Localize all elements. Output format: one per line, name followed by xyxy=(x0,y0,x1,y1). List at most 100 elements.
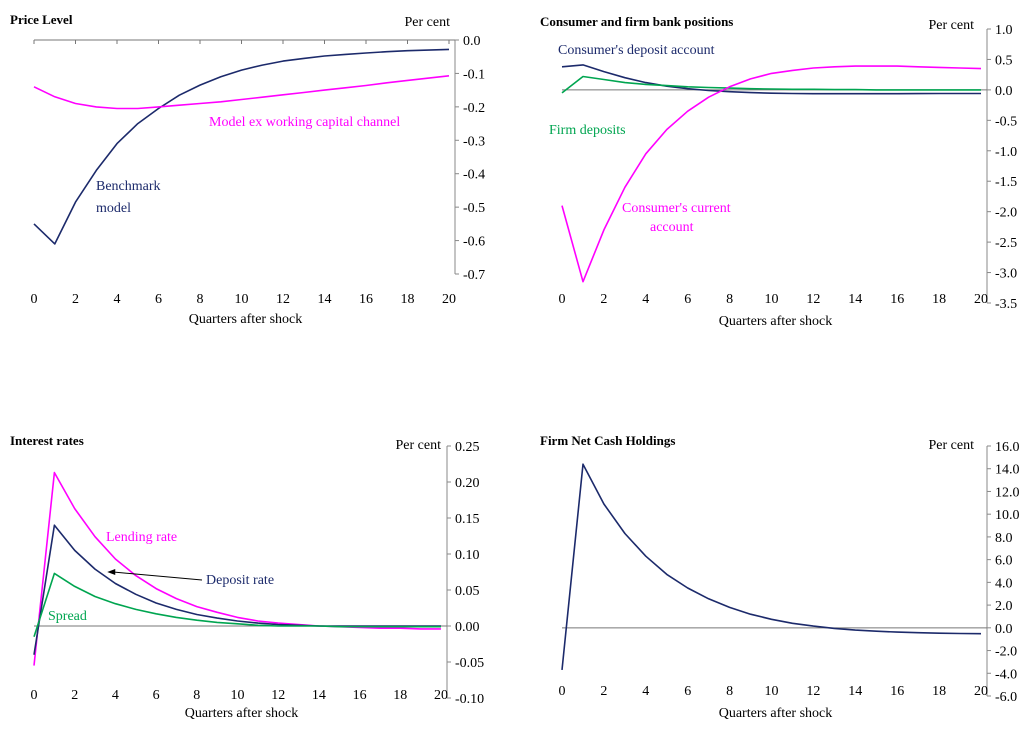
x-tick-label: 14 xyxy=(312,688,326,703)
series-annotation: Model ex working capital channel xyxy=(209,115,400,130)
x-tick-label: 10 xyxy=(235,292,249,307)
annotation-arrowhead xyxy=(107,569,116,575)
x-tick-label: 2 xyxy=(71,688,78,703)
y-tick-label: 0.05 xyxy=(455,584,480,599)
y-tick-label: 0.20 xyxy=(455,476,480,491)
y-tick-label: -2.0 xyxy=(995,206,1017,221)
x-tick-label: 4 xyxy=(114,292,121,307)
y-tick-label: -0.7 xyxy=(463,268,485,283)
series-line-2 xyxy=(33,524,441,655)
y-tick-label: 0.0 xyxy=(995,622,1013,637)
series-line-1 xyxy=(561,64,981,95)
x-tick-label: 4 xyxy=(642,292,649,307)
x-tick-label: 0 xyxy=(559,684,566,699)
x-tick-label: 2 xyxy=(600,292,607,307)
y-tick-label: -0.5 xyxy=(463,201,485,216)
x-tick-label: 20 xyxy=(974,292,988,307)
y-tick-label: 12.0 xyxy=(995,485,1020,500)
series-annotation: Lending rate xyxy=(106,530,177,545)
y-tick-label: 0.00 xyxy=(455,620,480,635)
y-tick-label: 0.0 xyxy=(463,34,481,49)
x-tick-label: 10 xyxy=(765,684,779,699)
x-tick-label: 20 xyxy=(974,684,988,699)
x-tick-label: 6 xyxy=(155,292,162,307)
y-tick-label: 6.0 xyxy=(995,554,1013,569)
x-tick-label: 16 xyxy=(353,688,367,703)
x-tick-label: 16 xyxy=(359,292,373,307)
y-tick-label: -0.6 xyxy=(463,235,485,250)
x-axis-label: Quarters after shock xyxy=(719,706,833,721)
x-tick-label: 0 xyxy=(559,292,566,307)
x-tick-label: 6 xyxy=(684,684,691,699)
y-tick-label: -1.0 xyxy=(995,145,1017,160)
series-line-1 xyxy=(561,463,982,670)
x-tick-label: 14 xyxy=(848,292,862,307)
y-tick-label: 0.25 xyxy=(455,440,480,455)
chart-panel-1: Price Level Per cent 0.0 -0.1 -0.2 -0.3 -0.4 -0… xyxy=(10,12,485,327)
series-annotation: Spread xyxy=(48,609,87,624)
chart-panel-2: Consumer and firm bank positions Per cent… xyxy=(540,14,1017,329)
x-tick-label: 12 xyxy=(276,292,290,307)
series-annotation: account xyxy=(650,220,694,235)
x-axis-label: Quarters after shock xyxy=(719,314,833,329)
y-tick-label: 0.5 xyxy=(995,53,1013,68)
annotation-arrow xyxy=(113,571,203,581)
series-annotation: model xyxy=(96,201,131,216)
y-tick-label: -0.2 xyxy=(463,101,485,116)
x-tick-label: 2 xyxy=(600,684,607,699)
x-tick-label: 2 xyxy=(72,292,79,307)
x-tick-label: 4 xyxy=(642,684,649,699)
x-tick-label: 18 xyxy=(401,292,415,307)
x-tick-label: 20 xyxy=(442,292,456,307)
chart-title: Firm Net Cash Holdings xyxy=(540,433,675,448)
x-tick-label: 10 xyxy=(231,688,245,703)
unit-label: Per cent xyxy=(929,438,975,453)
series-line-3 xyxy=(33,572,441,638)
series-line-2 xyxy=(561,75,981,94)
y-tick-label: -0.4 xyxy=(463,168,485,183)
x-tick-label: 8 xyxy=(197,292,204,307)
y-tick-label: 10.0 xyxy=(995,508,1020,523)
x-tick-label: 12 xyxy=(271,688,285,703)
x-tick-label: 6 xyxy=(684,292,691,307)
x-tick-label: 6 xyxy=(153,688,160,703)
series-line-3 xyxy=(561,65,982,283)
y-tick-label: 8.0 xyxy=(995,531,1013,546)
x-axis-label: Quarters after shock xyxy=(189,312,303,327)
x-tick-label: 8 xyxy=(726,292,733,307)
series-annotation: Deposit rate xyxy=(206,573,274,588)
x-tick-label: 20 xyxy=(434,688,448,703)
x-tick-label: 8 xyxy=(193,688,200,703)
y-tick-label: -2.0 xyxy=(995,645,1017,660)
y-tick-label: 0.15 xyxy=(455,512,480,527)
y-tick-label: -0.5 xyxy=(995,114,1017,129)
y-tick-label: 4.0 xyxy=(995,576,1013,591)
y-tick-label: 2.0 xyxy=(995,599,1013,614)
series-line-1 xyxy=(33,471,441,666)
y-tick-label: -0.3 xyxy=(463,134,485,149)
y-tick-label: -0.1 xyxy=(463,67,485,82)
x-tick-label: 14 xyxy=(318,292,332,307)
x-tick-label: 16 xyxy=(890,292,904,307)
y-tick-label: 1.0 xyxy=(995,23,1013,38)
y-tick-label: -3.5 xyxy=(995,297,1017,312)
x-tick-label: 18 xyxy=(932,292,946,307)
series-annotation: Benchmark xyxy=(96,179,161,194)
y-tick-label: -0.10 xyxy=(455,692,484,707)
unit-label: Per cent xyxy=(405,15,451,30)
y-tick-label: -3.0 xyxy=(995,267,1017,282)
unit-label: Per cent xyxy=(929,18,975,33)
y-tick-label: -4.0 xyxy=(995,667,1017,682)
y-tick-label: -2.5 xyxy=(995,236,1017,251)
series-line-1 xyxy=(33,48,450,245)
y-tick-label: 0.10 xyxy=(455,548,480,563)
y-tick-label: -1.5 xyxy=(995,175,1017,190)
x-tick-label: 0 xyxy=(31,688,38,703)
x-tick-label: 10 xyxy=(765,292,779,307)
chart-panel-3: Interest rates Per cent 0.25 0.20 0.15 0.10 0.… xyxy=(10,433,484,721)
x-axis-label: Quarters after shock xyxy=(185,706,299,721)
series-annotation: Consumer's current xyxy=(622,201,731,216)
chart-title: Consumer and firm bank positions xyxy=(540,14,733,29)
chart-title: Price Level xyxy=(10,12,73,27)
